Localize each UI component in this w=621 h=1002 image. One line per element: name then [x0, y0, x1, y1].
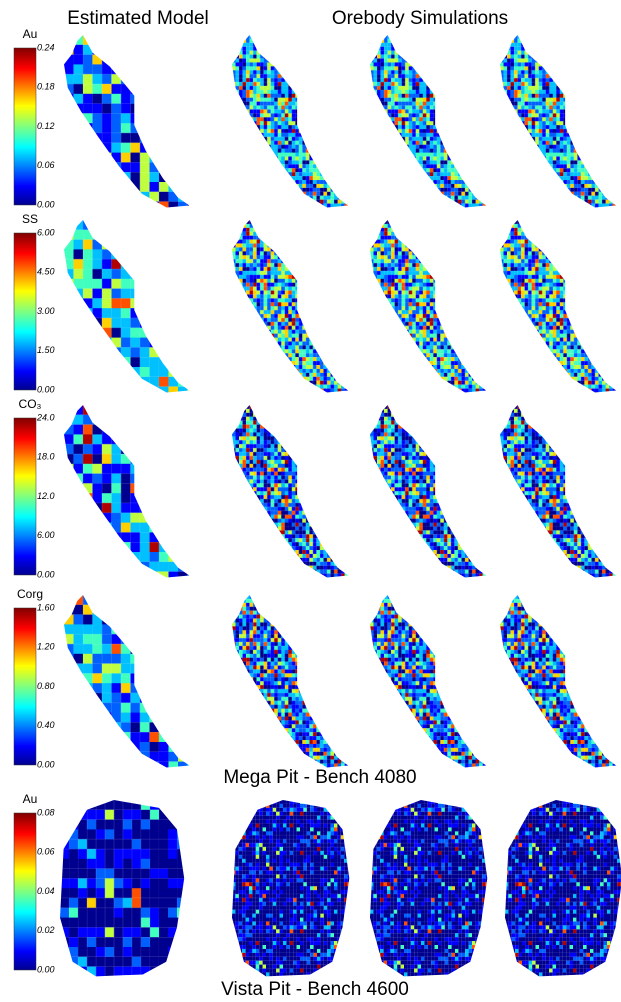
map: [64, 595, 190, 768]
scale-label: 0.00: [37, 384, 55, 394]
variable-label: Corg: [17, 587, 43, 601]
scale-label: 3.00: [37, 306, 55, 316]
scale-label: 0.24: [37, 42, 55, 52]
map: [500, 35, 617, 208]
map: [232, 35, 349, 208]
scale-label: 0.06: [37, 847, 55, 857]
map: [370, 595, 487, 768]
scale-label: 0.80: [37, 681, 55, 691]
scale-label: 1.60: [37, 602, 55, 612]
map: [370, 220, 487, 393]
scale-label: 18.0: [37, 452, 55, 462]
map: [500, 595, 617, 768]
scale-label: 0.12: [37, 121, 55, 131]
caption: Mega Pit - Bench 4080: [223, 767, 416, 788]
map: [232, 220, 349, 393]
scale-label: 6.00: [37, 227, 55, 237]
map: [370, 800, 488, 977]
map: [232, 800, 350, 977]
scale-label: 1.20: [37, 642, 55, 652]
colorbar: [13, 417, 37, 576]
scale-label: 1.50: [37, 345, 55, 355]
colorbar: [13, 812, 37, 971]
left-title: Estimated Model: [67, 8, 209, 29]
scale-label: 0.00: [37, 964, 55, 974]
scale-label: 12.0: [37, 491, 55, 501]
scale-label: 0.00: [37, 759, 55, 769]
scale-label: 4.50: [37, 267, 55, 277]
scale-label: 0.02: [37, 925, 55, 935]
scale-label: 0.40: [37, 720, 55, 730]
map: [500, 405, 617, 578]
variable-label: Au: [23, 792, 38, 806]
variable-label: SS: [22, 212, 38, 226]
colorbar: [13, 607, 37, 766]
variable-label: Au: [23, 27, 38, 41]
scale-label: 24.0: [36, 412, 55, 422]
scale-label: 0.08: [37, 807, 55, 817]
scale-label: 0.00: [37, 199, 55, 209]
colorbar: [13, 47, 37, 206]
right-title: Orebody Simulations: [332, 8, 508, 29]
map: [500, 220, 617, 393]
map: [64, 405, 190, 578]
map: [60, 800, 185, 977]
scale-label: 0.00: [37, 569, 55, 579]
colorbar: [13, 232, 37, 391]
caption: Vista Pit - Bench 4600: [221, 979, 409, 1000]
scale-label: 6.00: [37, 530, 55, 540]
map: [505, 800, 621, 977]
map: [232, 405, 349, 578]
scale-label: 0.18: [37, 82, 55, 92]
map: [232, 595, 349, 768]
map: [64, 220, 190, 393]
map: [64, 35, 190, 208]
scale-label: 0.04: [37, 886, 55, 896]
map: [370, 35, 487, 208]
scale-label: 0.06: [37, 160, 55, 170]
variable-label: CO₃: [19, 397, 42, 411]
map: [370, 405, 487, 578]
